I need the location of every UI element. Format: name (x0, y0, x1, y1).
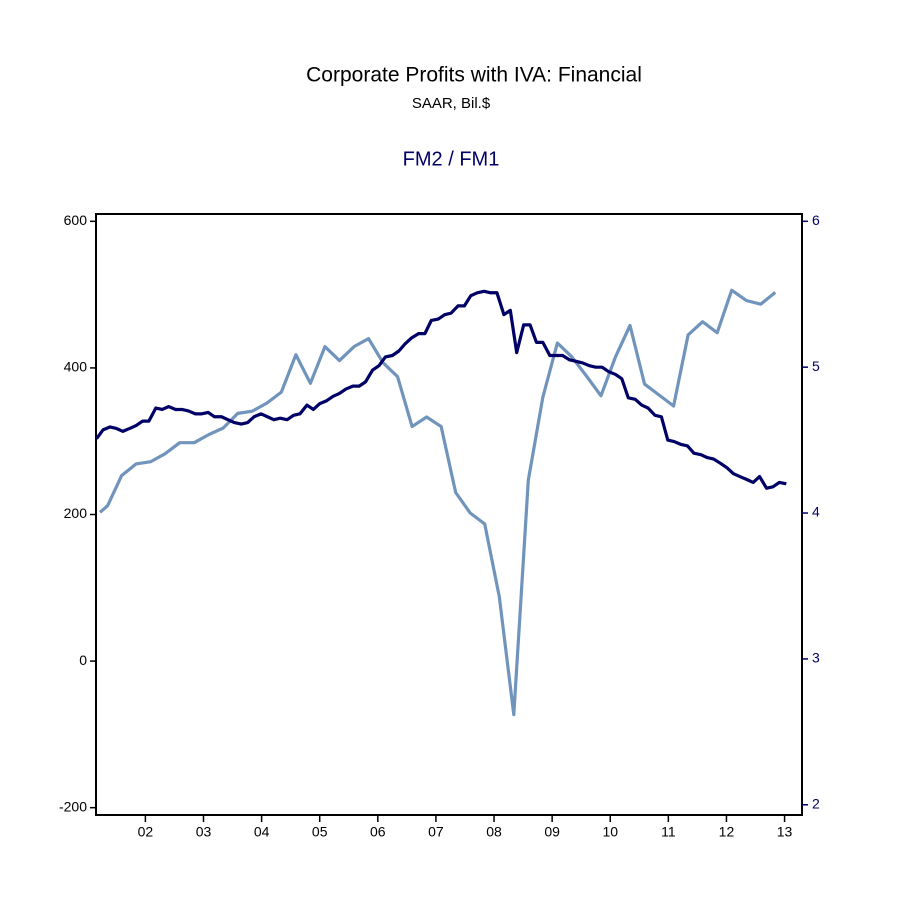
x-tick-label: 05 (312, 824, 328, 840)
x-tick-label: 09 (544, 824, 560, 840)
x-tick-label: 07 (428, 824, 444, 840)
x-tick-label: 08 (486, 824, 502, 840)
x-tick-label: 13 (777, 824, 793, 840)
y-tick-label: 0 (79, 652, 87, 668)
plot-frame (95, 213, 803, 816)
y2-tick-label: 3 (812, 650, 820, 666)
y2-tick-label: 5 (812, 358, 820, 374)
x-tick-label: 04 (254, 824, 270, 840)
chart-subtitle: SAAR, Bil.$ (412, 95, 491, 112)
x-tick-label: 12 (719, 824, 735, 840)
series-line (99, 288, 777, 717)
series-line (95, 289, 787, 490)
series-label: FM2 / FM1 (403, 148, 500, 170)
x-tick-label: 02 (138, 824, 154, 840)
y-tick-label: 200 (64, 505, 88, 521)
y2-tick-label: 4 (812, 504, 820, 520)
x-tick-label: 03 (196, 824, 212, 840)
chart-title: Corporate Profits with IVA: Financial (306, 64, 642, 87)
y2-tick-label: 2 (812, 795, 820, 811)
y-tick-label: 600 (64, 212, 88, 228)
x-tick-label: 11 (661, 824, 676, 840)
x-tick-label: 10 (602, 824, 618, 840)
y-tick-label: -200 (59, 798, 87, 814)
y-tick-label: 400 (64, 359, 88, 375)
y2-tick-label: 6 (812, 212, 820, 228)
x-tick-label: 06 (370, 824, 386, 840)
